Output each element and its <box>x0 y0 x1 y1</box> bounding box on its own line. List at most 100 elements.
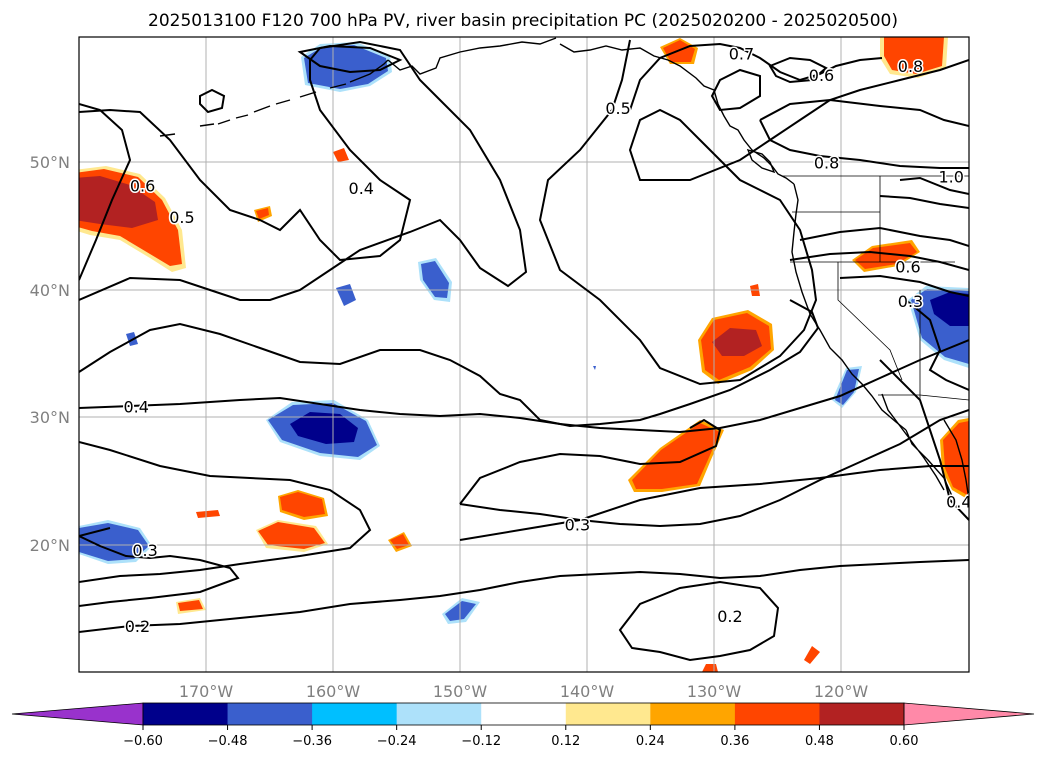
pv-contour-0.2-c <box>618 580 780 662</box>
colorbar: −0.60 −0.48 −0.36 −0.24 −0.12 0.12 0.24 0.36 0.4… <box>11 702 1035 749</box>
pv-contour-0.5-central <box>538 39 969 386</box>
colorbar-tick-label: −0.60 <box>123 734 163 749</box>
negative-anomaly-region <box>418 258 452 302</box>
pv-contour-0.3-sw <box>905 299 969 391</box>
map-content: 0.6 0.5 0.4 0.5 0.7 0.6 0.8 0.8 1.0 0.6 0.3 0.4 0.3 0… <box>79 37 971 672</box>
colorbar-bin <box>143 703 229 725</box>
lon-label-160w: 160°W <box>306 682 361 701</box>
lon-label-140w: 140°W <box>560 682 615 701</box>
pv-contour-label: 0.3 <box>565 515 590 534</box>
positive-anomaly-region <box>804 646 820 664</box>
colorbar-bin <box>734 703 820 725</box>
positive-anomaly-region <box>176 598 206 614</box>
positive-anomaly-region <box>628 420 724 492</box>
colorbar-frame <box>142 702 905 726</box>
lon-label-130w: 130°W <box>687 682 742 701</box>
pv-contour-0.6-ca <box>799 226 969 247</box>
colorbar-tick-label: 0.48 <box>805 734 834 749</box>
pv-contour-label: 0.7 <box>729 44 754 63</box>
figure-title: 2025013100 F120 700 hPa PV, river basin … <box>148 11 898 31</box>
positive-anomaly-region <box>256 520 328 552</box>
positive-anomaly-region <box>940 418 969 500</box>
positive-anomaly-region <box>880 37 948 78</box>
colorbar-extend-low <box>11 702 144 726</box>
positive-anomaly-region <box>698 310 774 384</box>
lon-label-120w: 120°W <box>814 682 869 701</box>
pv-contour-0.5-west <box>79 40 528 301</box>
colorbar-tick-label: 0.12 <box>551 734 580 749</box>
positive-anomaly-region <box>196 510 220 518</box>
nevada-line <box>837 262 903 381</box>
negative-anomaly-region <box>301 42 392 92</box>
pv-contour-0.3-south <box>79 465 969 541</box>
colorbar-tick-label: 0.36 <box>720 734 749 749</box>
map-frame <box>78 36 970 673</box>
positive-anomaly-region <box>79 166 186 272</box>
colorbar-bin <box>227 703 313 725</box>
pv-contour-label: 0.6 <box>895 258 920 277</box>
colorbar-tick-label: −0.24 <box>377 734 417 749</box>
pv-contour-0.3-west <box>79 441 372 583</box>
pv-contour-label: 0.3 <box>898 292 923 311</box>
pv-contour-label: 0.8 <box>814 154 839 173</box>
map-background <box>79 37 969 672</box>
pv-contour-0.3-east <box>459 409 969 528</box>
pv-contour-label: 0.3 <box>132 541 157 560</box>
latitude-labels: 50°N 40°N 30°N 20°N <box>30 153 70 555</box>
pv-contour-0.6-north <box>768 56 828 84</box>
bc-coast <box>717 103 795 185</box>
pv-contour-0.4-sw <box>879 359 969 521</box>
pv-contour-0.7-alaska <box>199 88 226 114</box>
pv-contour-label: 0.5 <box>605 99 630 118</box>
us-mexico-border <box>878 394 969 401</box>
colorbar-bin <box>396 703 482 725</box>
pv-contour-0.4-main <box>79 339 969 434</box>
pv-contour-0.5-ca <box>789 250 969 271</box>
pv-contour-label: 0.4 <box>946 493 971 512</box>
political-borders <box>782 175 969 401</box>
aleutian-islands <box>159 59 389 137</box>
colorbar-bin <box>481 703 567 725</box>
positive-anomaly-region <box>254 206 272 222</box>
pv-contour-label: 0.2 <box>125 617 150 636</box>
pv-contour-labels: 0.6 0.5 0.4 0.5 0.7 0.6 0.8 0.8 1.0 0.6 0.3 0.4 0.3 0… <box>122 43 971 638</box>
colorbar-tick-label: −0.48 <box>208 734 248 749</box>
negative-anomaly-region <box>593 366 596 370</box>
pv-contours <box>79 39 969 662</box>
pv-contour-label: 1.0 <box>938 167 963 186</box>
lat-label-30: 30°N <box>30 408 70 427</box>
colorbar-extend-high <box>903 702 1035 726</box>
vancouver-island <box>746 148 776 174</box>
mexico-coast <box>943 419 969 501</box>
pv-contour-0.7-north <box>710 68 761 112</box>
colorbar-bin <box>650 703 736 725</box>
pv-contour-0.2-a <box>79 535 240 607</box>
lon-label-150w: 150°W <box>433 682 488 701</box>
lat-label-20: 20°N <box>30 536 70 555</box>
pv-contour-label: 0.5 <box>169 208 194 227</box>
pv-contour-label: 0.4 <box>349 179 374 198</box>
negative-anomaly-region <box>908 286 969 368</box>
lat-label-50: 50°N <box>30 153 70 172</box>
colorbar-tick-label: 0.60 <box>890 734 919 749</box>
pv-contour-0.5-north <box>629 42 883 111</box>
us-west-coast <box>791 183 907 431</box>
pv-contour-0.3-ca <box>839 274 969 297</box>
colorbar-tick-label: −0.36 <box>292 734 332 749</box>
longitude-labels: 170°W 160°W 150°W 140°W 130°W 120°W <box>179 682 869 701</box>
lon-label-170w: 170°W <box>179 682 234 701</box>
lat-label-40: 40°N <box>30 281 70 300</box>
colorbar-tick-label: 0.24 <box>636 734 665 749</box>
pv-contour-label: 0.2 <box>717 607 742 626</box>
pv-contour-label: 0.8 <box>898 57 923 76</box>
pv-contour-0.4-north-ridge <box>297 44 403 74</box>
pv-contour-0.8-bc <box>759 98 969 169</box>
colorbar-bin <box>312 703 398 725</box>
positive-anomaly-region <box>852 240 920 272</box>
positive-anomaly-region <box>278 490 328 520</box>
pv-contour-0.4-west <box>79 299 820 428</box>
pv-contour-1.0 <box>879 176 969 209</box>
pv-contour-label: 0.4 <box>123 397 148 416</box>
colorbar-bin <box>565 703 651 725</box>
